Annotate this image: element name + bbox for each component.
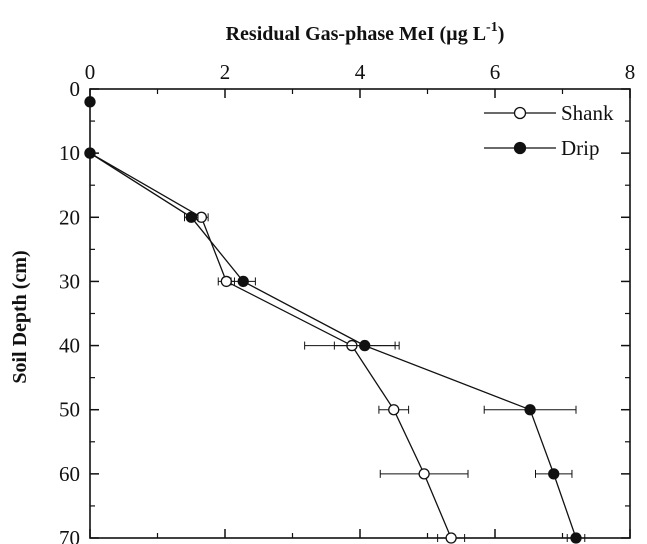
data-point-drip: [237, 275, 249, 288]
x-axis-title-superscript: -1: [486, 20, 498, 35]
legend-marker-drip: [513, 141, 527, 155]
data-point-shank: [445, 532, 457, 544]
x-tick-label: 4: [355, 60, 366, 84]
series-drip: [84, 96, 586, 544]
y-tick-label: 40: [59, 334, 80, 358]
data-point-shank: [388, 404, 400, 416]
legend-marker-shank: [513, 106, 527, 120]
data-point-drip: [359, 339, 371, 352]
legend-label-shank: Shank: [561, 101, 614, 125]
x-tick-label: 0: [85, 60, 96, 84]
y-tick-label: 30: [59, 269, 80, 293]
y-axis-title: Soil Depth (cm): [9, 250, 31, 383]
legend-label-drip: Drip: [561, 136, 600, 160]
axis-ticks: 0 2 4 6 8 0 10 20 30 40 50 60 70: [59, 60, 635, 544]
data-point-drip: [185, 211, 197, 223]
y-tick-label: 60: [59, 462, 80, 486]
data-point-drip: [524, 404, 536, 416]
plot-area-frame: [89, 88, 631, 539]
x-axis-title-main: Residual Gas-phase MeI (µg L: [226, 23, 486, 45]
series-shank: [84, 147, 469, 544]
series-layer: [84, 96, 586, 544]
data-point-shank: [418, 468, 430, 480]
x-axis-title-suffix: ): [498, 23, 505, 45]
y-tick-label: 10: [59, 141, 80, 165]
x-tick-label: 6: [490, 60, 501, 84]
data-point-drip: [84, 147, 96, 159]
y-tick-label: 0: [70, 77, 81, 101]
y-tick-label: 20: [59, 205, 80, 229]
y-tick-label: 50: [59, 398, 80, 422]
x-axis-title: Residual Gas-phase MeI (µg L-1): [226, 20, 505, 45]
data-point-drip: [548, 468, 560, 480]
x-tick-label: 2: [220, 60, 231, 84]
data-point-shank: [220, 275, 233, 288]
legend: Shank Drip: [484, 101, 614, 160]
data-point-drip: [84, 96, 96, 108]
y-tick-label: 70: [59, 526, 80, 544]
data-point-drip: [570, 532, 582, 544]
x-tick-label: 8: [625, 60, 636, 84]
